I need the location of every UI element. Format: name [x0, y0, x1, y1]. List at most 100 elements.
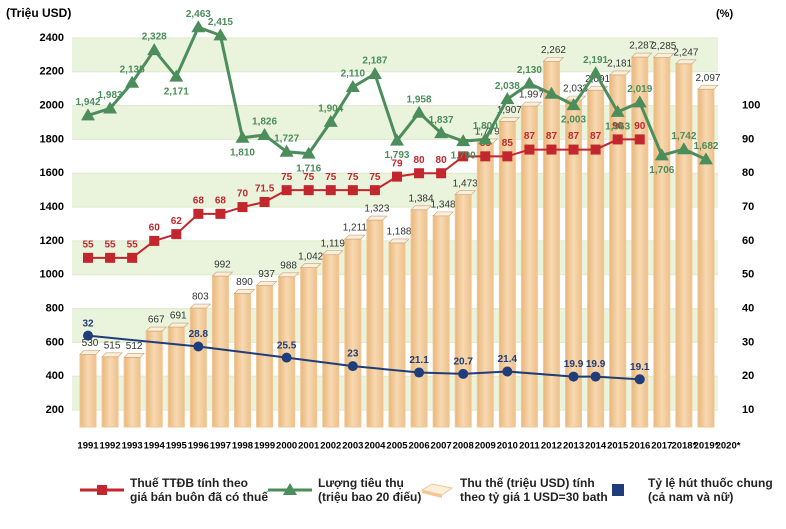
bar-top — [520, 101, 543, 107]
marker — [634, 134, 645, 145]
marker — [237, 202, 248, 213]
bar-top — [366, 215, 388, 221]
line-value-label: 23 — [347, 349, 359, 360]
legend-icon — [612, 484, 624, 496]
x-tick-label: 1997 — [210, 441, 231, 452]
y2-tick-label: 100 — [742, 99, 760, 111]
marker — [610, 104, 625, 117]
line-value-label: 55 — [82, 239, 94, 250]
marker — [345, 79, 360, 92]
line-value-label: 1,800 — [473, 121, 498, 132]
bar-value-label: 1,348 — [431, 200, 456, 211]
marker — [522, 76, 537, 89]
bar-top — [697, 84, 719, 90]
marker — [480, 151, 491, 162]
x-tick-label: 1992 — [99, 441, 120, 452]
line-value-label: 19.9 — [586, 359, 606, 370]
line-value-label: 79 — [391, 158, 403, 169]
marker — [347, 185, 358, 196]
bar — [697, 88, 715, 428]
line-value-label: 70 — [237, 189, 249, 200]
line-value-label: 2,191 — [583, 55, 608, 66]
bar — [432, 215, 450, 428]
marker — [81, 108, 95, 121]
bar-top — [145, 326, 167, 332]
marker — [412, 105, 427, 118]
x-tick-label: 2019* — [694, 441, 719, 452]
marker — [105, 252, 116, 263]
line-value-label: 55 — [105, 239, 117, 250]
bar-value-label: 2,247 — [673, 47, 698, 58]
line-value-label: 32 — [82, 318, 94, 329]
x-tick-label: 1993 — [122, 441, 143, 452]
bar-top — [167, 322, 190, 328]
y-axis-label: (Triệu USD) — [6, 6, 71, 20]
marker — [456, 134, 471, 147]
line-value-label: 1,904 — [318, 103, 343, 114]
bar-top — [299, 263, 322, 268]
marker — [634, 374, 645, 385]
line-value-label: 90 — [612, 121, 624, 132]
marker — [434, 126, 449, 139]
line-value-label: 19.9 — [564, 359, 584, 370]
legend-label: Tỷ lệ hút thuốc chung (cả nam và nữ) — [648, 476, 773, 504]
x-tick-label: 1994 — [144, 441, 166, 452]
marker — [612, 134, 623, 145]
x-tick-label: 2015 — [607, 441, 629, 452]
bar-value-label: 1,779 — [475, 127, 500, 138]
bar-top — [211, 271, 234, 277]
bar-value-label: 530 — [82, 338, 99, 349]
y-tick-label: 1600 — [40, 167, 64, 179]
y2-axis-label: (%) — [716, 8, 733, 20]
marker — [568, 144, 579, 155]
x-tick-label: 2009 — [475, 441, 496, 452]
marker — [546, 144, 557, 155]
legend-label: Thuế TTĐB tính theo giá bán buôn đã có t… — [130, 476, 268, 504]
y2-tick-label: 70 — [742, 201, 754, 213]
bar-value-label: 1,119 — [321, 238, 346, 249]
marker — [215, 208, 226, 219]
line-value-label: 19.1 — [630, 362, 650, 373]
marker — [301, 146, 316, 159]
marker — [590, 144, 601, 155]
marker — [191, 20, 206, 33]
marker — [125, 75, 140, 88]
line-value-label: 25.5 — [277, 340, 297, 351]
bar-value-label: 512 — [126, 341, 143, 352]
bar — [454, 194, 472, 428]
marker — [323, 114, 338, 127]
bar-top — [233, 289, 256, 294]
line-value-label: 2,003 — [561, 115, 586, 126]
line — [87, 334, 640, 381]
bar-value-label: 803 — [192, 292, 209, 303]
marker — [103, 101, 118, 114]
marker — [544, 86, 559, 99]
bar-top — [123, 353, 145, 358]
x-tick-label: 1996 — [188, 441, 209, 452]
marker — [500, 92, 515, 105]
bar-top — [631, 52, 653, 58]
line-value-label: 75 — [347, 172, 359, 183]
bar-value-label: 1,907 — [497, 105, 522, 116]
marker — [193, 341, 204, 352]
x-tick-label: 2005 — [386, 441, 408, 452]
marker — [566, 98, 581, 111]
y-tick-label: 1200 — [40, 235, 64, 247]
bar-value-label: 988 — [280, 260, 297, 271]
bar-top — [564, 95, 587, 101]
line-value-label: 87 — [524, 131, 536, 142]
x-tick-label: 1999 — [254, 441, 275, 452]
marker — [347, 361, 358, 372]
bar — [123, 356, 141, 428]
line-value-label: 85 — [502, 138, 514, 149]
marker — [325, 185, 336, 196]
x-tick-label: 2008 — [453, 441, 474, 452]
marker — [478, 132, 493, 145]
line-value-label: 75 — [369, 172, 381, 183]
y-tick-label: 200 — [46, 404, 64, 416]
x-tick-label: 2017 — [651, 441, 672, 452]
marker — [698, 152, 713, 165]
x-tick-label: 2014 — [585, 441, 607, 452]
marker — [259, 197, 270, 208]
line-value-label: 87 — [568, 131, 580, 142]
